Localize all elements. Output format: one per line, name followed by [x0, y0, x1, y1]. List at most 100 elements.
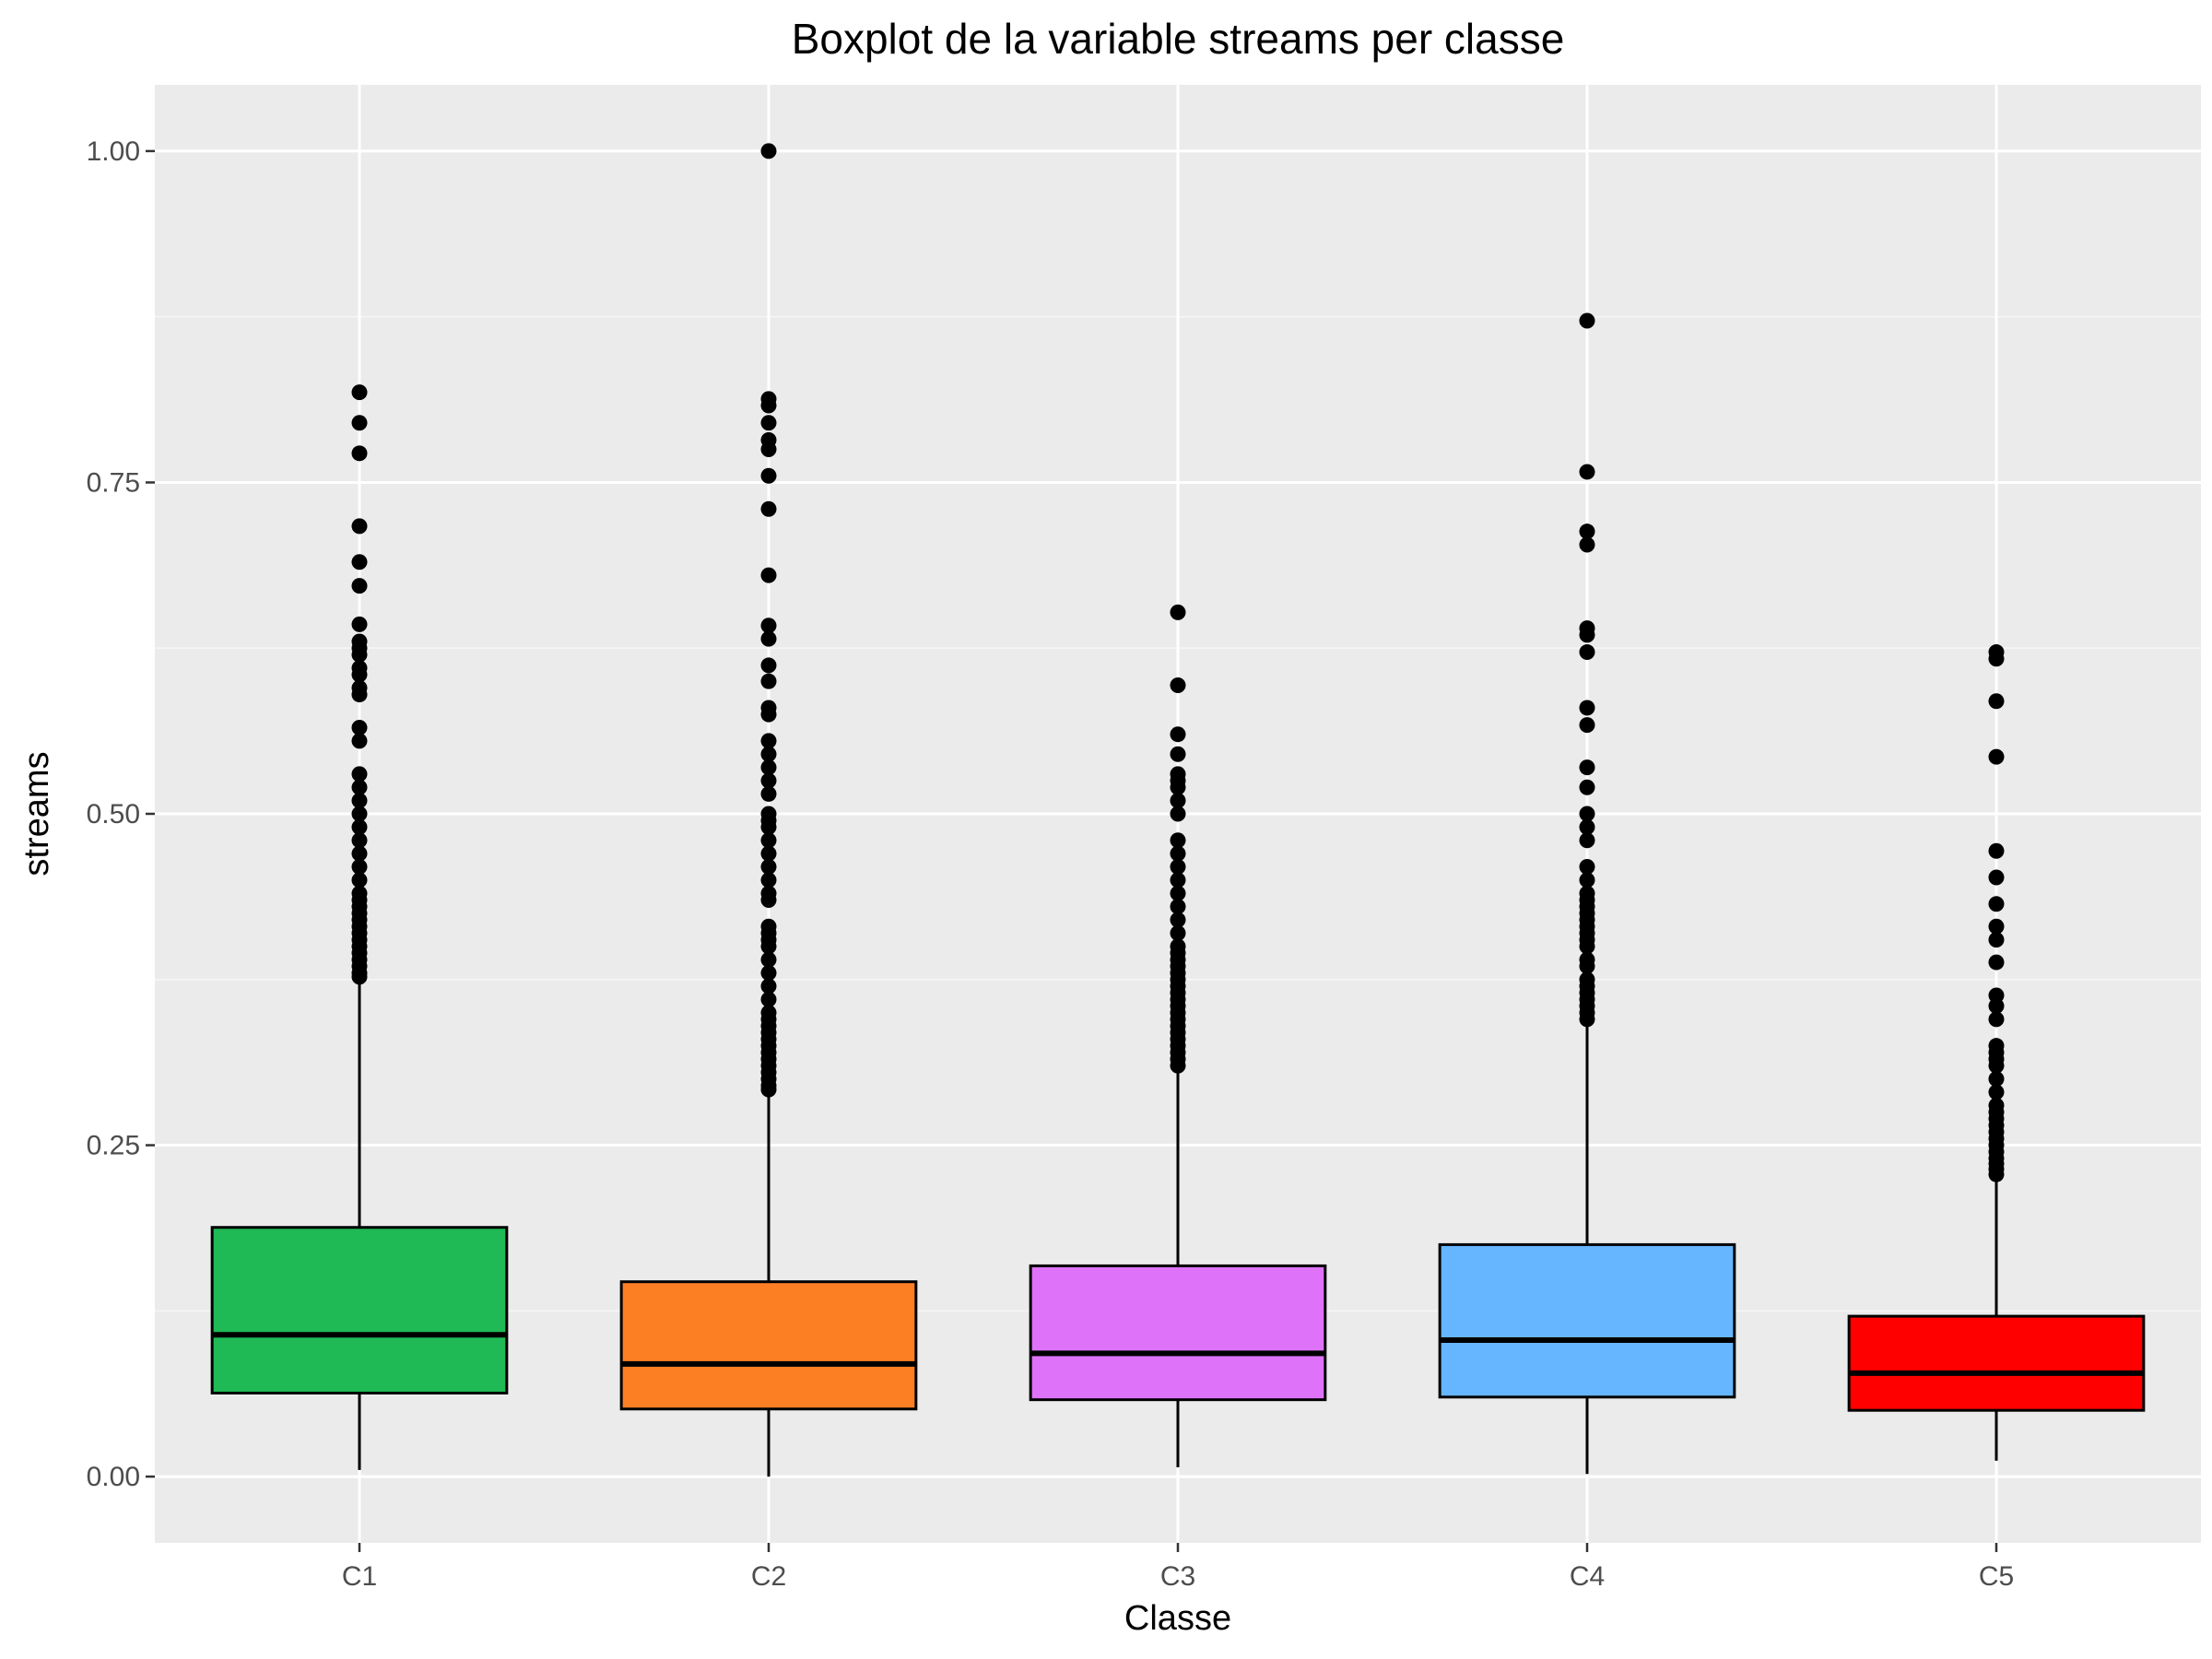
outlier-point	[760, 143, 777, 159]
outlier-point	[760, 951, 777, 968]
outlier-point	[1170, 604, 1186, 620]
outlier-point	[1170, 806, 1186, 822]
outlier-point	[760, 978, 777, 994]
outlier-point	[1170, 899, 1186, 915]
box-series	[210, 143, 2146, 1477]
outlier-point	[1170, 726, 1186, 743]
outlier-point	[1579, 717, 1595, 734]
outlier-point	[351, 818, 368, 835]
outlier-point	[1579, 971, 1595, 988]
outlier-point	[1988, 1038, 2005, 1054]
outlier-point	[351, 859, 368, 876]
outlier-point	[1988, 869, 2005, 886]
box-c5	[1847, 644, 2146, 1461]
outlier-point	[351, 832, 368, 849]
outlier-point	[1579, 872, 1595, 888]
outlier-point	[1988, 954, 2005, 971]
outlier-point	[1579, 832, 1595, 849]
outlier-point	[760, 785, 777, 802]
box-iqr	[210, 1226, 509, 1394]
y-axis: 0.00 0.25 0.50 0.75 1.00	[87, 136, 155, 1492]
x-tick-label-c1: C1	[342, 1561, 377, 1592]
y-axis-title: streams	[18, 751, 56, 876]
outlier-point	[760, 567, 777, 583]
outlier-point	[1988, 932, 2005, 948]
outlier-point	[1579, 700, 1595, 716]
y-tick-label: 0.75	[87, 467, 140, 498]
outlier-point	[1988, 842, 2005, 859]
outlier-point	[351, 679, 368, 696]
outlier-point	[760, 500, 777, 517]
x-tick-label-c4: C4	[1570, 1561, 1605, 1592]
outlier-point	[1579, 779, 1595, 795]
outlier-point	[760, 700, 777, 716]
outlier-point	[351, 616, 368, 632]
outlier-point	[1170, 845, 1186, 862]
outlier-point	[351, 660, 368, 677]
outlier-point	[1988, 1011, 2005, 1028]
outlier-point	[1579, 644, 1595, 661]
outlier-point	[1988, 1071, 2005, 1088]
outlier-point	[760, 885, 777, 901]
outlier-point	[1988, 987, 2005, 1004]
outlier-point	[351, 633, 368, 650]
outlier-point	[760, 872, 777, 888]
outlier-point	[1170, 924, 1186, 941]
outlier-point	[1988, 1084, 2005, 1100]
outlier-point	[1579, 620, 1595, 637]
chart-title: Boxplot de la variable streams per class…	[792, 15, 1565, 63]
outlier-point	[1170, 859, 1186, 876]
y-tick-label: 0.25	[87, 1131, 140, 1161]
box-iqr	[619, 1280, 918, 1411]
outlier-point	[351, 554, 368, 571]
outlier-point	[351, 518, 368, 535]
outlier-point	[351, 733, 368, 749]
outlier-point	[760, 630, 777, 647]
outlier-point	[1170, 793, 1186, 809]
outlier-point	[760, 673, 777, 689]
outlier-point	[760, 806, 777, 822]
outlier-point	[351, 845, 368, 862]
outlier-point	[1579, 524, 1595, 540]
outlier-point	[351, 885, 368, 901]
outlier-point	[351, 415, 368, 431]
box-iqr	[1847, 1314, 2146, 1412]
outlier-point	[760, 1005, 777, 1021]
outlier-point	[760, 772, 777, 789]
outlier-point	[760, 391, 777, 407]
outlier-point	[760, 991, 777, 1007]
x-tick-label-c3: C3	[1160, 1561, 1195, 1592]
outlier-point	[351, 779, 368, 795]
y-tick-label: 0.50	[87, 799, 140, 830]
outlier-point	[760, 859, 777, 876]
box-c2	[619, 143, 918, 1477]
outlier-point	[1988, 918, 2005, 935]
outlier-point	[1988, 693, 2005, 710]
outlier-point	[1579, 859, 1595, 876]
outlier-point	[1170, 766, 1186, 782]
box-c1	[210, 384, 509, 1470]
outlier-point	[760, 657, 777, 674]
box-iqr	[1029, 1264, 1327, 1402]
x-axis: C1 C2 C3 C4 C5	[342, 1543, 2014, 1592]
x-axis-title: Classe	[1124, 1599, 1231, 1638]
outlier-point	[760, 832, 777, 849]
outlier-point	[1988, 748, 2005, 765]
outlier-point	[1579, 536, 1595, 553]
outlier-point	[351, 872, 368, 888]
y-tick-label: 0.00	[87, 1462, 140, 1492]
outlier-point	[1579, 312, 1595, 329]
outlier-point	[351, 445, 368, 462]
outlier-point	[1988, 644, 2005, 661]
y-tick-label: 1.00	[87, 136, 140, 167]
outlier-point	[1579, 951, 1595, 968]
outlier-point	[760, 918, 777, 935]
outlier-point	[351, 766, 368, 782]
outlier-point	[351, 720, 368, 736]
outlier-point	[351, 384, 368, 401]
outlier-point	[1170, 872, 1186, 888]
outlier-point	[1170, 677, 1186, 693]
outlier-point	[1170, 938, 1186, 955]
box-iqr	[1438, 1242, 1736, 1399]
